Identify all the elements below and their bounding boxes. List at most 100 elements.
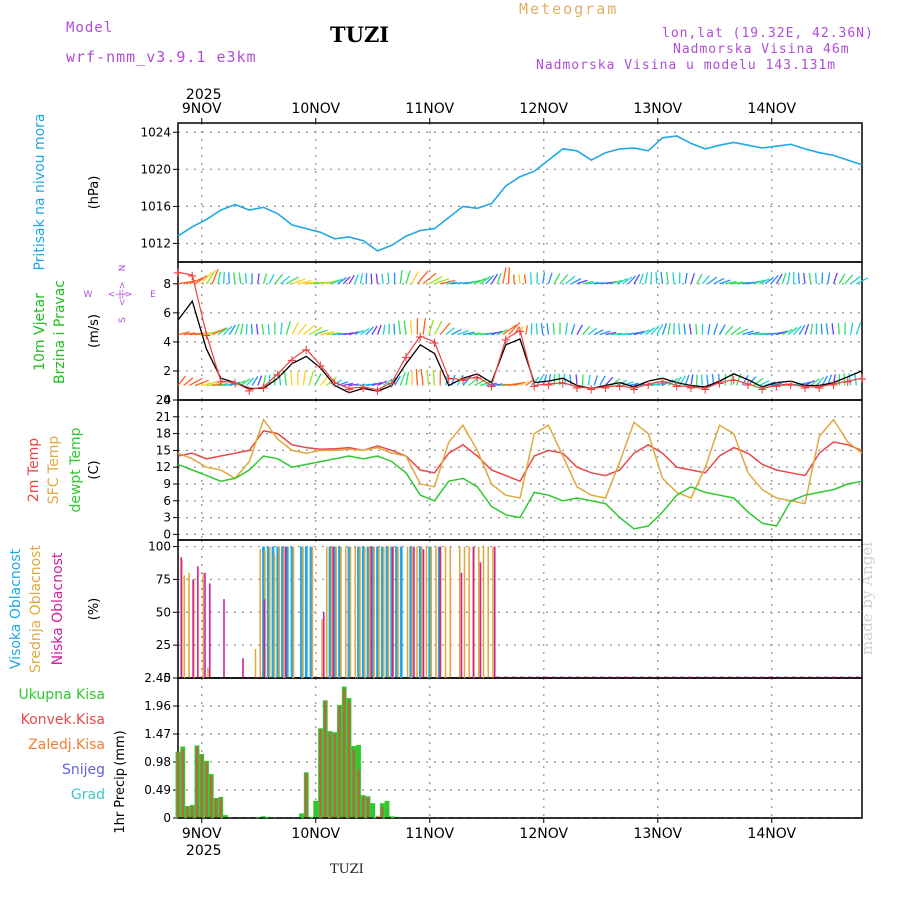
wind-barb	[673, 376, 682, 386]
unit-label: (hPa)	[87, 176, 102, 210]
y-tick-label: 0	[163, 811, 171, 825]
wind-barb	[507, 267, 510, 284]
precip-bar-convective	[214, 798, 218, 818]
wind-barb	[428, 275, 443, 285]
wind-barb	[267, 324, 270, 335]
unit-label: (mm)	[113, 730, 128, 765]
gust-marker: +	[201, 329, 212, 344]
temp-line-2m-temp	[177, 429, 863, 483]
gust-marker: +	[500, 333, 511, 348]
wind-barb	[781, 272, 787, 285]
day-label-bottom: 11NOV	[405, 826, 454, 842]
wind-barb	[234, 323, 240, 335]
wind-barb	[753, 279, 766, 285]
wind-barb	[542, 272, 546, 284]
wind-barb	[535, 323, 538, 335]
wind-barb	[820, 323, 823, 335]
gust-marker: +	[686, 381, 697, 396]
wind-barb	[759, 278, 770, 285]
gust-marker: +	[173, 266, 184, 281]
gust-marker: +	[557, 377, 568, 392]
pressure-axis-title: Pritisak na nivou mora	[32, 113, 48, 270]
wind-barb	[445, 281, 457, 285]
wind-barb	[736, 328, 749, 336]
precip-bar-convective	[347, 700, 351, 818]
wind-barb	[285, 321, 291, 335]
wind-barb	[565, 275, 576, 285]
wind-barb	[570, 323, 576, 335]
wind-barb	[508, 321, 521, 336]
wind-barb	[278, 373, 282, 386]
cloud-bar-high	[437, 546, 441, 678]
day-label-top: 14NOV	[747, 101, 796, 117]
wind-barb	[496, 272, 502, 285]
wind-barb	[701, 275, 710, 285]
elevation-label: Nadmorska Visina 46m	[673, 42, 850, 57]
cloud-bar-high	[390, 546, 394, 678]
precip-bar-convective	[181, 749, 184, 818]
wind-barb	[684, 272, 688, 284]
wind-barb	[695, 323, 698, 335]
wind-barb	[422, 318, 427, 335]
gust-marker: +	[472, 371, 483, 386]
unit-label: (%)	[87, 598, 102, 621]
wind-barb	[690, 374, 694, 386]
wind-barb	[496, 329, 508, 336]
wind-barb	[707, 323, 711, 335]
wind-barb	[217, 327, 229, 336]
wind-barb	[725, 280, 737, 285]
precip-bar-convective	[381, 806, 384, 818]
coords-label: lon,lat (19.32E, 42.36N)	[662, 26, 874, 41]
gust-marker: +	[828, 378, 839, 393]
y-tick-label: 12	[156, 460, 171, 474]
precip-legend-item: Grad	[71, 787, 105, 803]
gust-marker: +	[372, 384, 383, 399]
cloud-bar-high	[285, 546, 289, 678]
wind-barb	[518, 274, 521, 284]
wind-barb	[415, 368, 419, 386]
wind-barb	[814, 272, 818, 284]
wind-barb	[667, 322, 671, 335]
wind-barb	[326, 279, 340, 285]
gust-marker: +	[443, 372, 454, 387]
wind-barb	[810, 378, 820, 386]
wind-barb	[331, 278, 343, 285]
precip-legend-item: Ukupna Kisa	[18, 687, 105, 703]
wind-barb	[428, 319, 435, 335]
wind-barb	[587, 327, 598, 336]
wind-barb	[426, 370, 430, 386]
wind-barb	[605, 331, 617, 336]
precip-bar-convective	[333, 733, 336, 818]
cloud-axis-title: Niska Oblacnost	[50, 552, 66, 665]
wind-barb	[262, 374, 267, 386]
wind-barb	[291, 278, 306, 285]
precip-bar-total	[308, 816, 314, 818]
gust-marker: +	[657, 375, 668, 390]
model-name: wrf-nmm_v3.9.1 e3km	[66, 48, 257, 66]
precip-bar-total	[261, 816, 266, 818]
wind-barb	[405, 371, 410, 386]
cloud-bar-high	[276, 546, 280, 678]
wind-barb	[848, 373, 852, 386]
wind-barb	[303, 281, 319, 285]
wind-barb	[183, 377, 194, 386]
cloud-bar-high	[385, 546, 389, 678]
wind-barb	[798, 324, 806, 335]
cloud-bar-high	[380, 546, 384, 678]
wind-barb	[314, 329, 328, 336]
wind-barb	[611, 279, 622, 285]
gust-marker: +	[486, 379, 497, 394]
gust-marker: +	[315, 359, 326, 374]
y-tick-label: 25	[156, 638, 171, 652]
precip-legend-item: Snijeg	[62, 762, 105, 778]
wind-barb	[519, 380, 529, 387]
gust-marker: +	[671, 379, 682, 394]
wind-barb	[666, 271, 669, 284]
wind-barb	[808, 272, 812, 284]
cloud-bar-high	[338, 546, 341, 678]
year-label-bottom: 2025	[186, 843, 222, 859]
wind-barb	[552, 323, 555, 335]
wind-barb	[530, 376, 540, 386]
y-tick-label: 6	[163, 494, 171, 508]
compass-arrows-ns: <-|->	[118, 282, 128, 307]
